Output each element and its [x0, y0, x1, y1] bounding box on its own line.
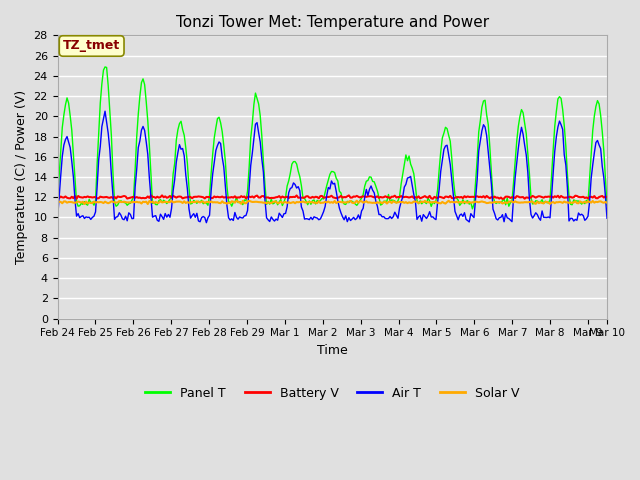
- Title: Tonzi Tower Met: Temperature and Power: Tonzi Tower Met: Temperature and Power: [176, 15, 489, 30]
- Battery V: [253, 192, 261, 198]
- Line: Panel T: Panel T: [58, 67, 607, 209]
- Battery V: [603, 194, 611, 200]
- Panel T: [54, 198, 61, 204]
- Battery V: [54, 194, 61, 200]
- Solar V: [204, 199, 212, 205]
- Solar V: [428, 199, 435, 205]
- Solar V: [228, 198, 236, 204]
- Panel T: [315, 199, 323, 204]
- Air T: [428, 214, 435, 220]
- Air T: [205, 212, 213, 218]
- Panel T: [101, 64, 109, 70]
- Air T: [603, 216, 611, 221]
- Air T: [202, 220, 210, 226]
- Air T: [317, 216, 324, 222]
- Solar V: [353, 198, 361, 204]
- Air T: [230, 217, 237, 223]
- Line: Battery V: Battery V: [58, 195, 607, 199]
- Panel T: [350, 200, 358, 205]
- Solar V: [315, 198, 323, 204]
- Air T: [351, 217, 359, 223]
- Panel T: [426, 198, 433, 204]
- Solar V: [350, 200, 358, 206]
- Text: TZ_tmet: TZ_tmet: [63, 39, 120, 52]
- Air T: [54, 216, 61, 222]
- X-axis label: Time: Time: [317, 344, 348, 357]
- Battery V: [350, 193, 358, 199]
- Legend: Panel T, Battery V, Air T, Solar V: Panel T, Battery V, Air T, Solar V: [140, 382, 524, 405]
- Battery V: [426, 193, 433, 199]
- Panel T: [253, 96, 261, 101]
- Battery V: [147, 192, 155, 198]
- Panel T: [603, 202, 611, 208]
- Panel T: [204, 203, 212, 208]
- Y-axis label: Temperature (C) / Power (V): Temperature (C) / Power (V): [15, 90, 28, 264]
- Solar V: [603, 200, 611, 205]
- Battery V: [315, 195, 323, 201]
- Solar V: [253, 199, 261, 204]
- Battery V: [204, 194, 212, 200]
- Panel T: [228, 203, 236, 209]
- Line: Air T: Air T: [58, 111, 607, 223]
- Solar V: [144, 201, 152, 207]
- Battery V: [499, 196, 506, 202]
- Line: Solar V: Solar V: [58, 201, 607, 204]
- Battery V: [228, 194, 236, 200]
- Air T: [255, 130, 262, 136]
- Panel T: [468, 206, 476, 212]
- Air T: [101, 108, 109, 114]
- Solar V: [54, 200, 61, 205]
